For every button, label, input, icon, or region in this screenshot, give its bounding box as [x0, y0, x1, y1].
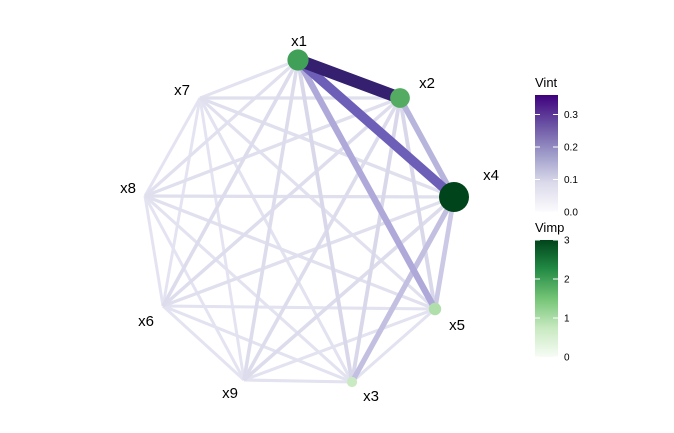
- legend-vimp-title: Vimp: [535, 220, 564, 235]
- legend-vimp-tick-label: 3: [564, 236, 570, 247]
- edge-x2-x5: [398, 97, 437, 310]
- node-x1: [287, 49, 309, 71]
- edge-x6-x3: [162, 304, 353, 384]
- edge-x1-x6: [161, 59, 300, 307]
- edge-x1-x9: [242, 59, 300, 381]
- edge-x1-x2: [295, 54, 403, 104]
- legend-vint-tick-label: 0.1: [564, 175, 578, 186]
- legend-vint-tick-label: 0.0: [564, 208, 578, 219]
- edge-x2-x9: [242, 97, 402, 381]
- node-x4: [439, 182, 469, 212]
- edge-x4-x8: [144, 194, 455, 199]
- node-x3: [346, 376, 358, 388]
- legend-vint-tick-label: 0.2: [564, 143, 578, 154]
- legend-vint-tick-label: 0.3: [564, 110, 578, 121]
- node-x2: [390, 88, 410, 108]
- legend-vint: Vint 0.0 0.1 0.2 0.3: [535, 75, 578, 219]
- edge-layer: [143, 54, 458, 384]
- edge-x8-x5: [144, 194, 436, 311]
- legend-vint-colorbar: [535, 95, 558, 212]
- edge-x2-x4: [397, 96, 457, 199]
- edge-x4-x9: [242, 195, 456, 382]
- edge-x9-x5: [243, 307, 436, 382]
- node-label-x8: x8: [120, 180, 136, 197]
- edge-x1-x3: [296, 59, 354, 383]
- node-x5: [428, 302, 442, 316]
- legend-vimp-tick-label: 0: [564, 353, 570, 364]
- edge-x5-x3: [350, 307, 437, 384]
- node-label-x2: x2: [419, 75, 435, 92]
- node-label-x6: x6: [138, 313, 154, 330]
- edge-x8-x3: [143, 194, 354, 384]
- node-label-x5: x5: [449, 317, 465, 334]
- node-label-x3: x3: [363, 388, 379, 405]
- edge-x8-x9: [143, 195, 246, 381]
- edge-x1-x8: [143, 58, 300, 198]
- edge-x6-x9: [162, 304, 245, 382]
- edge-x7-x6: [161, 97, 202, 307]
- edge-x1-x5: [295, 58, 438, 311]
- legend-vint-title: Vint: [535, 75, 558, 90]
- node-label-x7: x7: [174, 82, 190, 99]
- edge-x8-x6: [143, 195, 165, 307]
- node-layer: [287, 49, 469, 388]
- node-label-layer: x1 x2 x4 x5 x3 x9 x6 x8 x7: [120, 33, 499, 405]
- edge-x4-x3: [349, 195, 457, 384]
- edge-x1-x7: [199, 58, 299, 100]
- node-label-x1: x1: [291, 33, 307, 50]
- edge-x4-x5: [432, 196, 457, 310]
- legend-vimp: Vimp 0 1 2 3: [535, 220, 570, 364]
- edge-x2-x6: [161, 96, 402, 308]
- node-label-x9: x9: [222, 385, 238, 402]
- edge-x7-x5: [198, 96, 437, 311]
- edge-x7-x9: [198, 97, 246, 381]
- legend-vimp-colorbar: [535, 240, 558, 357]
- edge-x4-x6: [162, 195, 455, 308]
- legend-vimp-tick-label: 1: [564, 314, 570, 325]
- edge-x1-x4: [294, 56, 458, 201]
- node-label-x4: x4: [483, 167, 499, 184]
- legend-vimp-tick-label: 2: [564, 275, 570, 286]
- edge-x7-x8: [143, 97, 202, 197]
- edge-x4-x7: [199, 96, 455, 199]
- edge-x7-x3: [198, 97, 354, 383]
- edge-x9-x3: [243, 378, 353, 384]
